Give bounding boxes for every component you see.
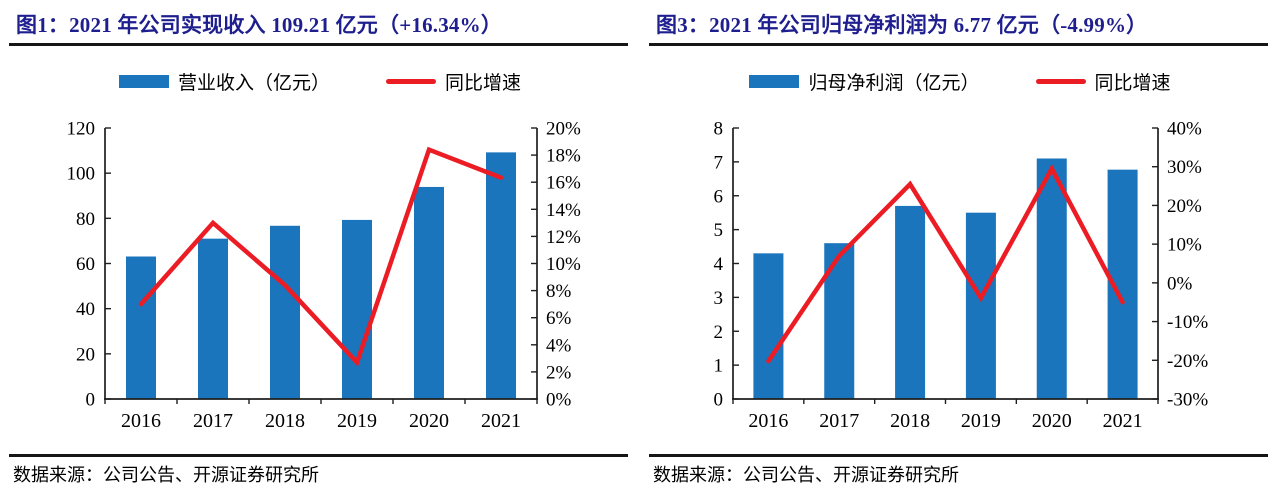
svg-text:10%: 10% [546,254,581,275]
svg-text:2016: 2016 [121,410,161,432]
figure-title: 图1：2021 年公司实现收入 109.21 亿元（+16.34%） [16,13,503,37]
legend-bar-label: 归母净利润（亿元） [808,72,980,94]
legend-item-line: 同比增速 [386,68,521,95]
legend-line-label: 同比增速 [445,72,522,94]
svg-text:2017: 2017 [819,410,859,432]
svg-text:1: 1 [714,356,724,377]
svg-text:16%: 16% [546,173,581,194]
svg-text:0%: 0% [546,390,572,411]
svg-text:2: 2 [714,322,724,343]
figure-title: 图3：2021 年公司归母净利润为 6.77 亿元（-4.99%） [656,13,1148,37]
svg-text:2021: 2021 [481,410,521,432]
chart-legend: 营业收入（亿元） 同比增速 [0,68,640,95]
legend-line-swatch-icon [1035,78,1086,84]
svg-text:2021: 2021 [1103,410,1143,432]
title-rule [9,43,628,46]
legend-bar-label: 营业收入（亿元） [177,72,330,94]
svg-text:-30%: -30% [1167,390,1208,411]
legend-bar-swatch-icon [118,74,169,88]
svg-text:10%: 10% [1167,235,1202,256]
legend-item-bar: 营业收入（亿元） [118,68,330,95]
svg-text:40: 40 [76,299,95,320]
svg-text:20%: 20% [546,119,581,140]
svg-text:0: 0 [714,390,724,411]
svg-text:2017: 2017 [193,410,233,432]
footer-rule [649,454,1268,457]
svg-text:-10%: -10% [1167,312,1208,333]
svg-text:0%: 0% [1167,273,1193,294]
svg-text:2020: 2020 [409,410,449,432]
svg-text:2018: 2018 [890,410,930,432]
legend-line-label: 同比增速 [1094,72,1171,94]
svg-text:2019: 2019 [337,410,377,432]
chart-panel-net-profit: 图3：2021 年公司归母净利润为 6.77 亿元（-4.99%） 归母净利润（… [640,0,1280,504]
svg-text:8%: 8% [546,281,572,302]
svg-text:100: 100 [67,164,96,185]
svg-text:20%: 20% [1167,196,1202,217]
footer-rule [9,454,628,457]
net-profit-combo-chart: 0 1 2 3 4 5 6 7 8 -30% -20% -10% 0% 10% 20% 30% 40% 2016 2… [714,119,1209,433]
svg-text:60: 60 [76,254,95,275]
data-source: 数据来源：公司公告、开源证券研究所 [13,465,319,485]
svg-text:12%: 12% [546,227,581,248]
svg-text:4%: 4% [546,335,572,356]
svg-text:80: 80 [76,209,95,230]
title-rule [649,43,1268,46]
legend-bar-swatch-icon [749,74,800,88]
data-source: 数据来源：公司公告、开源证券研究所 [653,465,959,485]
chart-legend: 归母净利润（亿元） 同比增速 [640,68,1280,95]
svg-text:8: 8 [714,119,724,140]
svg-text:0: 0 [86,390,96,411]
svg-text:7: 7 [714,152,724,173]
svg-text:2020: 2020 [1032,410,1072,432]
legend-item-bar: 归母净利润（亿元） [749,68,980,95]
svg-text:120: 120 [67,119,96,140]
svg-text:2018: 2018 [265,410,305,432]
revenue-combo-chart: 0 20 40 60 80 100 120 0% 2% 4% 6% 8% 10% 12% 14% 16% 18%… [67,119,582,433]
legend-line-swatch-icon [386,78,436,84]
svg-text:14%: 14% [546,200,581,221]
svg-text:6%: 6% [546,308,572,329]
svg-text:6: 6 [714,186,724,207]
svg-text:40%: 40% [1167,119,1202,140]
svg-text:20: 20 [76,344,95,365]
svg-text:2016: 2016 [748,410,788,432]
svg-text:30%: 30% [1167,157,1202,178]
chart-panel-revenue: 图1：2021 年公司实现收入 109.21 亿元（+16.34%） 营业收入（… [0,13,640,485]
svg-text:4: 4 [714,254,724,275]
svg-text:18%: 18% [546,146,581,167]
svg-text:-20%: -20% [1167,351,1208,372]
svg-text:2%: 2% [546,362,572,383]
svg-text:2019: 2019 [961,410,1001,432]
svg-text:3: 3 [714,288,724,309]
svg-text:5: 5 [714,220,724,241]
legend-item-line: 同比增速 [1035,68,1171,95]
